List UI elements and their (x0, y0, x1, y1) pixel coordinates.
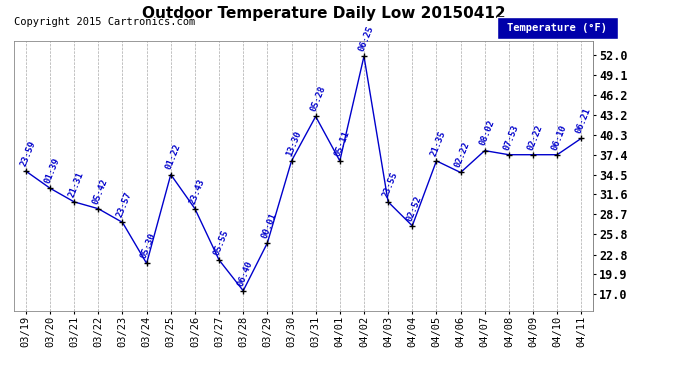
Text: 23:59: 23:59 (19, 140, 37, 168)
Text: 07:53: 07:53 (502, 123, 520, 151)
Text: 06:25: 06:25 (357, 25, 375, 53)
Text: 05:55: 05:55 (212, 228, 230, 256)
Text: 06:40: 06:40 (236, 259, 255, 287)
Text: 21:35: 21:35 (429, 129, 448, 158)
Text: 00:01: 00:01 (260, 211, 279, 240)
Text: 02:22: 02:22 (453, 141, 472, 169)
Text: Temperature (°F): Temperature (°F) (507, 23, 607, 33)
Text: 01:39: 01:39 (43, 156, 61, 185)
Text: 08:02: 08:02 (477, 119, 496, 147)
Text: 06:10: 06:10 (550, 123, 569, 151)
Text: Copyright 2015 Cartronics.com: Copyright 2015 Cartronics.com (14, 17, 195, 27)
Text: 23:43: 23:43 (188, 177, 206, 205)
Text: 01:22: 01:22 (164, 143, 182, 171)
Text: 23:57: 23:57 (115, 190, 134, 219)
Text: 05:28: 05:28 (308, 85, 327, 113)
Text: Outdoor Temperature Daily Low 20150412: Outdoor Temperature Daily Low 20150412 (143, 6, 506, 21)
Text: 13:30: 13:30 (284, 129, 303, 158)
Text: 05:11: 05:11 (333, 129, 351, 158)
Text: 02:52: 02:52 (405, 194, 424, 222)
Text: 06:21: 06:21 (574, 106, 593, 135)
Text: 23:55: 23:55 (381, 170, 400, 198)
Text: 05:42: 05:42 (91, 177, 110, 205)
Text: 05:30: 05:30 (139, 232, 158, 260)
Text: 02:22: 02:22 (526, 123, 544, 151)
Text: 21:31: 21:31 (67, 170, 86, 198)
